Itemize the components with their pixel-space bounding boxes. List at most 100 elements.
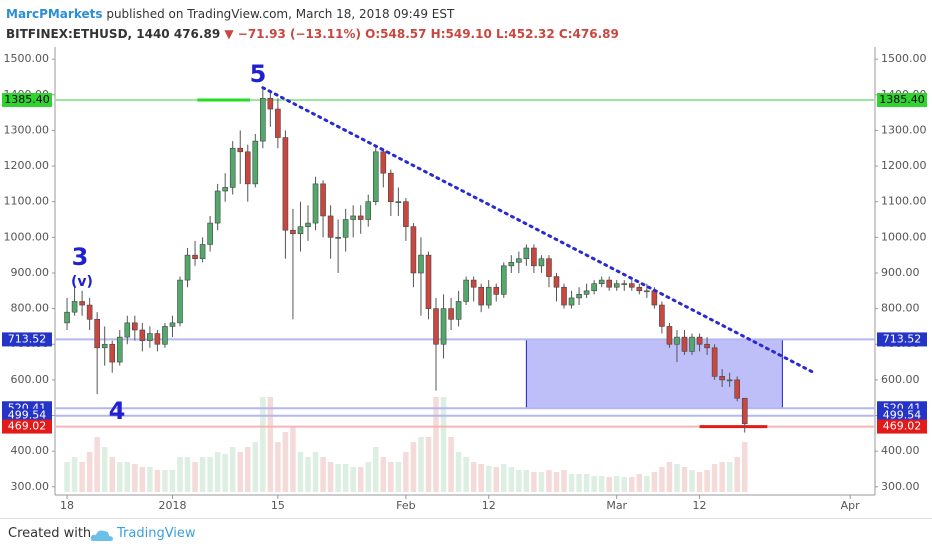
- candle-body: [553, 276, 560, 288]
- volume-bar: [199, 457, 206, 492]
- volume-bar: [388, 462, 394, 492]
- volume-bar: [493, 467, 499, 492]
- wave-label: 5: [250, 60, 267, 88]
- volume-bar: [629, 477, 635, 492]
- volume-bar: [117, 462, 123, 492]
- price-tag-label: 713.52: [883, 332, 922, 345]
- volume-bar: [448, 437, 454, 492]
- volume-bar: [470, 462, 477, 492]
- volume-bar: [169, 470, 176, 492]
- volume-bar: [591, 476, 597, 492]
- y-tick-label: 600.00: [881, 373, 920, 386]
- candle-body: [109, 343, 116, 363]
- trend-line: [261, 86, 817, 375]
- chart: 300.00300.00400.00400.00500.00500.00600.…: [2, 47, 927, 512]
- candle-body: [162, 326, 168, 345]
- volume-bar: [342, 464, 349, 492]
- candle-body: [681, 336, 688, 352]
- candle-body: [124, 322, 131, 338]
- volume-bar: [94, 437, 100, 492]
- candle-body: [628, 283, 635, 288]
- candle-body: [169, 322, 176, 327]
- candle-body: [598, 279, 605, 284]
- candle-body: [297, 226, 304, 235]
- y-tick-label: 1500.00: [881, 52, 927, 65]
- published: published on TradingView.com, March 18, …: [106, 7, 455, 21]
- volume-bar: [162, 470, 168, 492]
- volume-bar: [704, 470, 710, 492]
- price-tag: [2, 419, 52, 434]
- volume-bar: [613, 476, 620, 492]
- volume-bar: [478, 464, 484, 492]
- candle-body: [704, 343, 710, 349]
- candle-body: [403, 201, 409, 227]
- change: −71.93 (−13.11%): [237, 27, 361, 41]
- volume-bar: [365, 462, 371, 492]
- candle-body: [327, 215, 334, 238]
- author[interactable]: MarcPMarkets: [6, 7, 103, 21]
- volume-bar: [275, 442, 281, 492]
- price-tag: [877, 332, 927, 347]
- volume-bar: [553, 472, 560, 492]
- candle-body: [290, 229, 296, 235]
- brand[interactable]: TradingView: [117, 526, 196, 541]
- price-tag: [2, 408, 52, 423]
- candle-body: [192, 254, 198, 260]
- volume-bar: [523, 470, 530, 492]
- candle-body: [380, 151, 387, 174]
- volume-bar: [516, 470, 522, 492]
- candle-body: [674, 336, 680, 345]
- x-tick-label: 2018: [158, 499, 186, 512]
- candle-body: [267, 98, 274, 110]
- candle-body: [741, 397, 748, 425]
- price-tag: [2, 332, 52, 347]
- volume-bar: [734, 457, 740, 492]
- candle-body: [516, 258, 522, 263]
- volume-bar: [101, 447, 108, 492]
- volume-bar: [237, 452, 243, 492]
- volume-bar: [229, 447, 236, 492]
- volume-bar: [674, 464, 680, 492]
- candle-body: [734, 379, 741, 399]
- x-tick-label: 15: [271, 499, 285, 512]
- candle-body: [365, 201, 372, 220]
- candle-body: [425, 254, 432, 309]
- header: MarcPMarkets published on TradingView.co…: [6, 4, 619, 44]
- volume-bar: [373, 447, 379, 492]
- candle-body: [711, 347, 718, 377]
- candle-body: [418, 254, 424, 274]
- volume-bar: [312, 452, 319, 492]
- y-tick-label: 1000.00: [881, 230, 927, 243]
- x-tick-label: 12: [693, 499, 707, 512]
- volume-bar: [410, 442, 417, 492]
- candle-body: [222, 187, 228, 192]
- candle-body: [282, 137, 289, 231]
- x-tick-label: Feb: [396, 499, 415, 512]
- candle-body: [388, 172, 394, 202]
- ohlc: O:548.57 H:549.10 L:452.32 C:476.89: [365, 27, 619, 41]
- candle-body: [726, 379, 733, 382]
- volume-bar: [636, 474, 643, 492]
- volume-bar: [711, 464, 718, 492]
- volume-bar: [124, 462, 131, 492]
- price-tag-label: 469.02: [883, 420, 922, 433]
- candle-body: [132, 322, 138, 331]
- candle-body: [410, 226, 417, 274]
- x-tick-label: Apr: [841, 499, 861, 512]
- candle-body: [485, 286, 492, 306]
- candle-body: [463, 279, 469, 302]
- volume-bar: [71, 457, 78, 492]
- y-tick-label: 800.00: [11, 302, 50, 315]
- candle-body: [214, 190, 221, 224]
- candle-body: [184, 254, 191, 281]
- candle-body: [659, 304, 665, 327]
- price-tag: [877, 419, 927, 434]
- volume-bar: [260, 397, 266, 492]
- candle-body: [440, 308, 447, 345]
- volume-bar: [245, 447, 251, 492]
- candle-body: [576, 294, 582, 299]
- price-tag: [877, 92, 927, 107]
- candle-body: [644, 290, 650, 293]
- volume-bar: [207, 457, 213, 492]
